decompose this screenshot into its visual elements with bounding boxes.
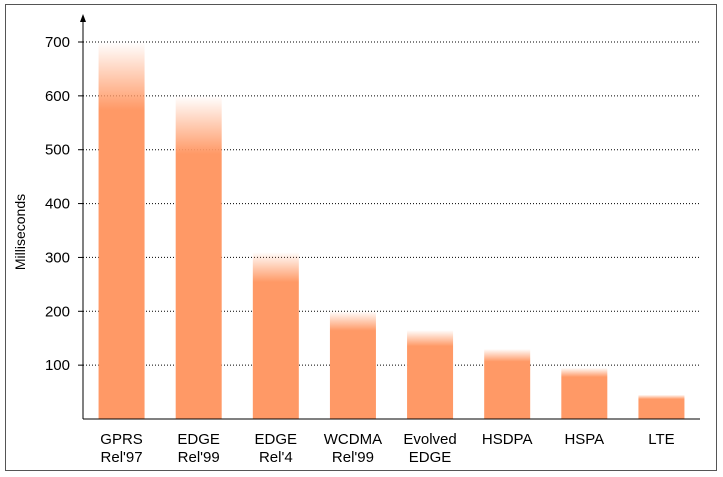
- category-label-line: Rel'4: [259, 449, 293, 466]
- category-label-line: HSPA: [564, 431, 604, 448]
- bar: [561, 367, 608, 419]
- category-label-line: GPRS: [100, 431, 143, 448]
- bar: [98, 42, 145, 419]
- axes: [80, 14, 700, 420]
- bars: [98, 42, 685, 419]
- category-label-line: HSDPA: [482, 431, 533, 448]
- y-tick-labels: 100 200 300 400 500 600 700: [45, 34, 83, 374]
- bar: [175, 95, 222, 419]
- category-label: WCDMA Rel'99: [324, 431, 382, 466]
- category-label: Evolved EDGE: [403, 431, 456, 466]
- bar: [329, 311, 376, 419]
- gridlines: [83, 41, 700, 366]
- y-tick-label: 100: [45, 357, 70, 374]
- category-label: GPRS Rel'97: [100, 431, 143, 466]
- y-tick-label: 300: [45, 249, 70, 266]
- bar: [638, 394, 685, 419]
- y-tick-label: 600: [45, 88, 70, 105]
- category-label-line: WCDMA: [324, 431, 382, 448]
- y-tick-label: 500: [45, 142, 70, 159]
- category-label: EDGE Rel'4: [255, 431, 298, 466]
- y-axis-arrow-icon: [80, 14, 86, 22]
- category-label: HSPA: [564, 431, 604, 448]
- y-tick-label: 700: [45, 34, 70, 51]
- category-label-line: Rel'99: [178, 449, 220, 466]
- category-label: HSDPA: [482, 431, 533, 448]
- bar: [407, 330, 454, 419]
- category-label-line: LTE: [648, 431, 674, 448]
- category-label-line: EDGE: [177, 431, 220, 448]
- y-tick-label: 200: [45, 303, 70, 320]
- y-axis-label: Milliseconds: [12, 194, 28, 270]
- category-label-line: Rel'97: [101, 449, 143, 466]
- y-tick-label: 400: [45, 196, 70, 213]
- category-label-line: Evolved: [403, 431, 456, 448]
- category-label: LTE: [648, 431, 674, 448]
- category-label: EDGE Rel'99: [177, 431, 220, 466]
- category-label-line: EDGE: [255, 431, 298, 448]
- bar: [252, 252, 299, 419]
- bar: [484, 348, 531, 419]
- category-label-line: EDGE: [409, 449, 452, 466]
- category-label-line: Rel'99: [332, 449, 374, 466]
